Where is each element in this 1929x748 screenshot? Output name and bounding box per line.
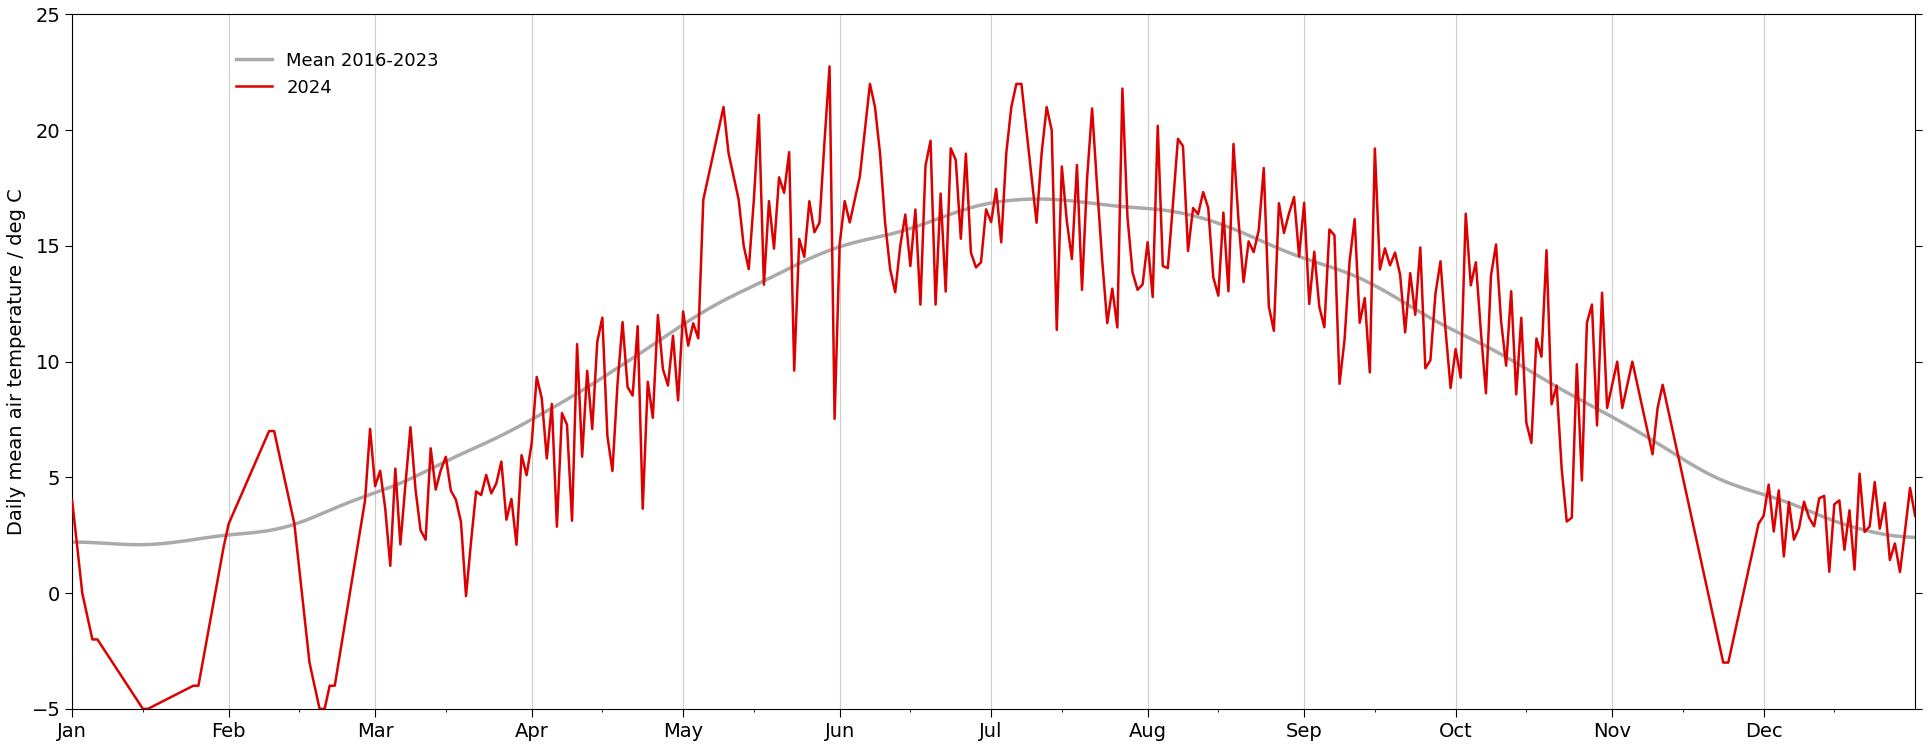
Line: 2024: 2024	[71, 67, 1915, 709]
Y-axis label: Daily mean air temperature / deg C: Daily mean air temperature / deg C	[8, 188, 25, 535]
Line: Mean 2016-2023: Mean 2016-2023	[71, 199, 1915, 545]
Legend: Mean 2016-2023, 2024: Mean 2016-2023, 2024	[230, 44, 446, 104]
